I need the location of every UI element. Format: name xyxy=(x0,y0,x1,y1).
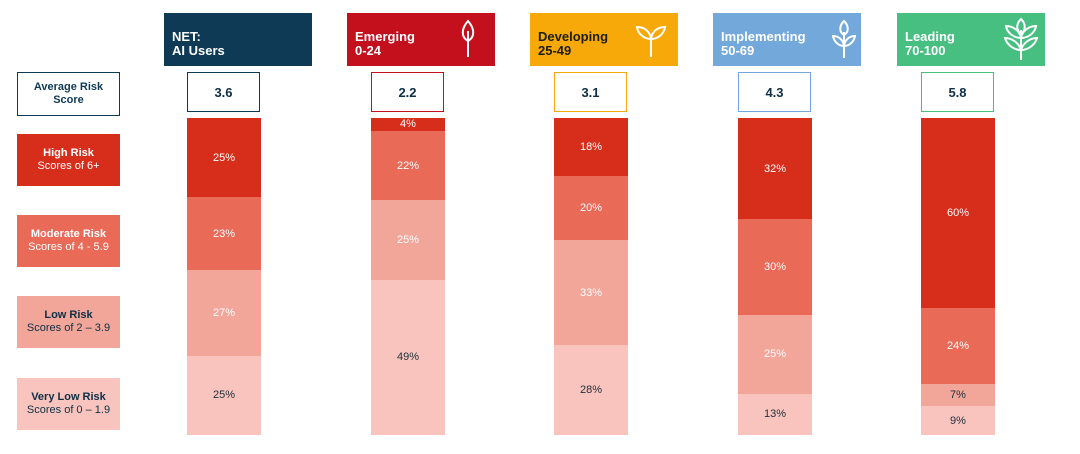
header-leading-line2: 70-100 xyxy=(905,43,946,58)
avg-score-net: 3.6 xyxy=(187,72,260,112)
moderate-risk-label-sub: Scores of 4 - 5.9 xyxy=(28,241,109,253)
bar-segment-high-0: 25% xyxy=(187,118,261,198)
avg-score-developing: 3.1 xyxy=(554,72,627,112)
header-developing: Developing 25-49 xyxy=(530,13,678,66)
bar-segment-moderate-1: 22% xyxy=(371,130,445,201)
bar-segment-low-0: 27% xyxy=(187,270,261,356)
bar-value-label: 25% xyxy=(212,151,236,164)
young-plant-icon xyxy=(831,19,857,58)
avg-score-leading: 5.8 xyxy=(921,72,994,112)
header-implementing-line2: 50-69 xyxy=(721,43,755,58)
low-risk-label: Low Risk Scores of 2 – 3.9 xyxy=(17,296,120,348)
header-emerging-line1: Emerging xyxy=(355,29,415,44)
bar-value-label: 25% xyxy=(763,348,787,361)
bar-segment-high-4: 60% xyxy=(921,118,995,309)
bar-segment-low-1: 25% xyxy=(371,200,445,280)
bar-value-label: 32% xyxy=(763,162,787,175)
bar-segment-very-low-3: 13% xyxy=(738,393,812,435)
bar-value-label: 30% xyxy=(763,260,787,273)
bar-value-label: 28% xyxy=(579,384,603,397)
header-net-line2: AI Users xyxy=(172,43,225,58)
bar-value-label: 4% xyxy=(400,118,416,131)
seedling-icon xyxy=(461,19,475,57)
very-low-risk-label-sub: Scores of 0 – 1.9 xyxy=(26,404,111,416)
average-risk-score-label: Average Risk Score xyxy=(17,72,120,116)
header-net-line1: NET: xyxy=(172,29,201,44)
low-risk-label-title: Low Risk xyxy=(44,309,93,321)
bar-segment-very-low-2: 28% xyxy=(554,345,628,435)
avg-score-emerging: 2.2 xyxy=(371,72,444,112)
bar-value-label: 25% xyxy=(396,234,420,247)
low-risk-label-sub: Scores of 2 – 3.9 xyxy=(26,322,111,334)
bar-segment-low-2: 33% xyxy=(554,239,628,346)
header-leading: Leading 70-100 xyxy=(897,13,1045,66)
moderate-risk-label-title: Moderate Risk xyxy=(30,228,107,240)
sprout-icon xyxy=(635,25,667,57)
high-risk-label: High Risk Scores of 6+ xyxy=(17,134,120,186)
very-low-risk-label-title: Very Low Risk xyxy=(31,391,106,403)
bar-segment-very-low-4: 9% xyxy=(921,406,995,435)
bar-segment-low-4: 7% xyxy=(921,384,995,407)
header-emerging: Emerging 0-24 xyxy=(347,13,495,66)
high-risk-label-sub: Scores of 6+ xyxy=(37,160,100,172)
bar-value-label: 7% xyxy=(950,389,966,402)
bar-segment-very-low-1: 49% xyxy=(371,279,445,435)
header-implementing: Implementing 50-69 xyxy=(713,13,861,66)
bar-value-label: 33% xyxy=(579,286,603,299)
plant-icon xyxy=(1003,17,1039,60)
bar-segment-low-3: 25% xyxy=(738,314,812,394)
header-emerging-line2: 0-24 xyxy=(355,43,382,58)
high-risk-label-title: High Risk xyxy=(43,147,94,159)
very-low-risk-label: Very Low Risk Scores of 0 – 1.9 xyxy=(17,378,120,430)
moderate-risk-label: Moderate Risk Scores of 4 - 5.9 xyxy=(17,215,120,267)
bar-value-label: 24% xyxy=(946,340,970,353)
bar-value-label: 25% xyxy=(212,389,236,402)
average-risk-label-sub: Score xyxy=(53,94,84,106)
bar-value-label: 9% xyxy=(950,414,966,427)
header-implementing-line1: Implementing xyxy=(721,29,806,44)
bar-segment-moderate-0: 23% xyxy=(187,197,261,271)
bar-value-label: 60% xyxy=(946,207,970,220)
header-leading-line1: Leading xyxy=(905,29,955,44)
bar-segment-very-low-0: 25% xyxy=(187,355,261,435)
bar-segment-high-2: 18% xyxy=(554,118,628,176)
bar-value-label: 18% xyxy=(579,140,603,153)
bar-segment-high-3: 32% xyxy=(738,118,812,220)
average-risk-label-title: Average Risk xyxy=(33,81,104,93)
bar-value-label: 13% xyxy=(763,408,787,421)
avg-score-implementing: 4.3 xyxy=(738,72,811,112)
bar-value-label: 27% xyxy=(212,306,236,319)
bar-value-label: 20% xyxy=(579,201,603,214)
header-developing-line2: 25-49 xyxy=(538,43,572,58)
header-developing-line1: Developing xyxy=(538,29,609,44)
bar-segment-moderate-4: 24% xyxy=(921,308,995,385)
bar-segment-moderate-3: 30% xyxy=(738,219,812,315)
header-net-ai-users: NET: AI Users xyxy=(164,13,312,66)
bar-value-label: 22% xyxy=(396,159,420,172)
bar-value-label: 23% xyxy=(212,227,236,240)
bar-segment-high-1: 4% xyxy=(371,118,445,131)
bar-segment-moderate-2: 20% xyxy=(554,175,628,240)
bar-value-label: 49% xyxy=(396,351,420,364)
